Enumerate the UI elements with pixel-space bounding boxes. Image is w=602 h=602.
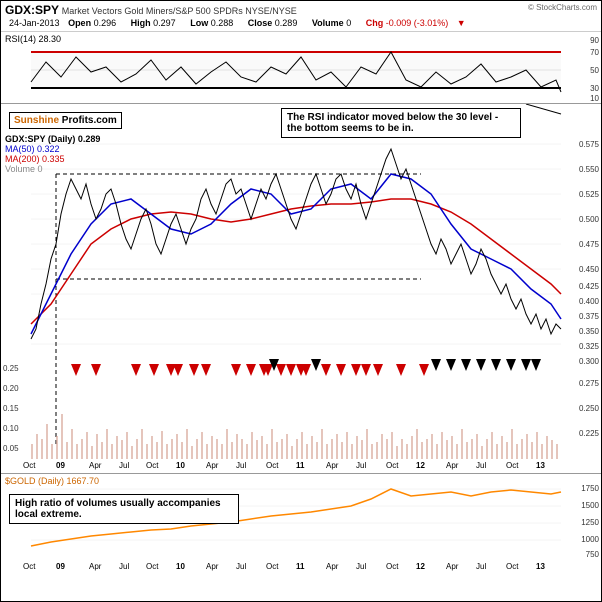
signal-arrow-red — [231, 364, 241, 376]
ticker-symbol: GDX:SPY — [5, 3, 59, 17]
signal-arrow-red — [246, 364, 256, 376]
signal-arrow-red — [336, 364, 346, 376]
main-legend: GDX:SPY (Daily) 0.289 MA(50) 0.322 MA(20… — [5, 134, 100, 174]
signal-arrow-black — [531, 359, 541, 371]
signal-arrow-black — [431, 359, 441, 371]
sunshine-watermark: Sunshine Profits.com — [9, 112, 122, 129]
signal-arrow-red — [173, 364, 183, 376]
gold-panel: $GOLD (Daily) 1667.70 High ratio of volu… — [1, 474, 601, 574]
ticker-subtitle: Market Vectors Gold Miners/S&P 500 SPDRs… — [62, 6, 297, 16]
x-axis-main: Oct09AprJulOct10AprJulOct11AprJulOct12Ap… — [1, 461, 601, 473]
gold-label: $GOLD (Daily) 1667.70 — [5, 476, 99, 486]
rsi-annotation: The RSI indicator moved below the 30 lev… — [281, 108, 521, 138]
signal-arrow-red — [373, 364, 383, 376]
date: 24-Jan-2013 — [9, 18, 60, 28]
signal-arrow-red — [71, 364, 81, 376]
signal-arrow-black — [311, 359, 321, 371]
signal-arrow-red — [189, 364, 199, 376]
signal-arrow-black — [491, 359, 501, 371]
signal-arrow-black — [521, 359, 531, 371]
signal-arrow-red — [149, 364, 159, 376]
main-price-panel: Sunshine Profits.com The RSI indicator m… — [1, 104, 601, 474]
signal-arrow-red — [131, 364, 141, 376]
signal-arrow-red — [321, 364, 331, 376]
signal-arrow-black — [476, 359, 486, 371]
signal-arrow-black — [506, 359, 516, 371]
attribution: © StockCharts.com — [528, 3, 597, 12]
signal-arrow-black — [269, 359, 279, 371]
signal-arrow-red — [396, 364, 406, 376]
signal-arrow-red — [351, 364, 361, 376]
volume-annotation: High ratio of volumes usually accompanie… — [9, 494, 239, 524]
signal-arrow-red — [361, 364, 371, 376]
stock-chart: © StockCharts.com GDX:SPY Market Vectors… — [0, 0, 602, 602]
signal-arrow-red — [91, 364, 101, 376]
rsi-label: RSI(14) 28.30 — [5, 34, 61, 44]
chart-header: GDX:SPY Market Vectors Gold Miners/S&P 5… — [1, 1, 601, 32]
signal-arrow-red — [201, 364, 211, 376]
signal-arrow-red — [286, 364, 296, 376]
signal-arrow-black — [461, 359, 471, 371]
signal-arrow-black — [446, 359, 456, 371]
x-axis-gold: Oct09AprJulOct10AprJulOct11AprJulOct12Ap… — [1, 562, 601, 574]
ohlc-line: 24-Jan-2013 Open 0.296 High 0.297 Low 0.… — [5, 17, 597, 29]
signal-arrow-red — [301, 364, 311, 376]
signal-arrow-red — [419, 364, 429, 376]
rsi-panel: RSI(14) 28.30 90 70 50 30 10 — [1, 32, 601, 104]
rsi-chart — [1, 32, 601, 104]
